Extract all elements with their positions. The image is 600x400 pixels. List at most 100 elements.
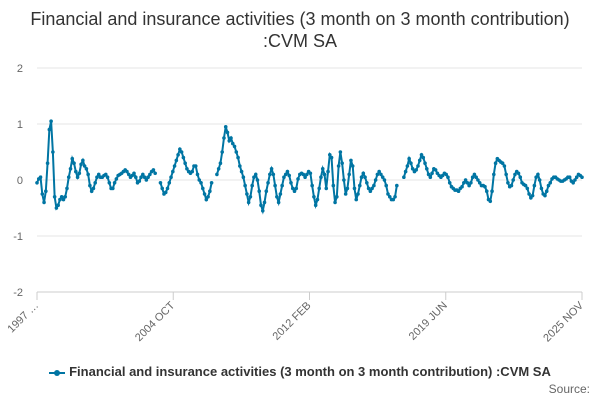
data-point — [144, 178, 149, 182]
data-point — [391, 197, 396, 202]
data-point — [111, 186, 115, 191]
data-point — [356, 192, 360, 196]
data-point — [433, 168, 438, 172]
data-point — [310, 183, 314, 188]
data-point — [500, 161, 505, 165]
data-point — [361, 171, 366, 176]
data-point — [239, 169, 244, 174]
data-point — [463, 178, 468, 182]
y-tick-label: 2 — [17, 63, 23, 75]
data-point — [350, 164, 355, 168]
data-point — [197, 178, 202, 182]
data-point — [141, 172, 145, 177]
data-point — [199, 181, 203, 185]
data-point — [255, 178, 260, 182]
data-point — [269, 167, 274, 171]
data-point — [347, 172, 351, 177]
data-point — [163, 190, 168, 195]
data-point — [77, 171, 82, 176]
data-point — [352, 186, 357, 191]
series-financial-insurance — [35, 119, 584, 215]
data-point — [271, 172, 276, 177]
data-point — [317, 186, 322, 191]
data-point — [35, 181, 39, 185]
data-point — [63, 195, 68, 199]
data-point — [492, 172, 496, 177]
data-point — [93, 181, 97, 185]
data-point — [165, 186, 170, 191]
data-point — [238, 164, 242, 168]
data-point — [79, 162, 83, 167]
data-point — [476, 178, 480, 182]
data-point — [301, 172, 306, 177]
data-point — [380, 175, 385, 179]
data-point — [345, 186, 350, 191]
data-point — [171, 169, 175, 174]
data-point — [567, 175, 572, 179]
data-point — [227, 139, 232, 143]
series-line — [159, 146, 213, 202]
data-point — [370, 186, 374, 191]
data-point — [218, 161, 223, 165]
data-point — [232, 144, 237, 149]
legend[interactable]: Financial and insurance activities (3 mo… — [0, 364, 600, 379]
data-point — [70, 156, 75, 161]
data-point — [88, 183, 92, 188]
data-point — [403, 169, 408, 174]
data-point — [146, 175, 150, 179]
data-point — [96, 172, 101, 177]
data-point — [477, 181, 482, 185]
data-point — [539, 186, 544, 191]
data-point — [447, 181, 452, 185]
data-point — [133, 175, 138, 179]
data-point — [465, 181, 470, 185]
y-tick-label: 1 — [17, 119, 23, 131]
data-point — [342, 178, 346, 182]
data-point — [126, 172, 131, 177]
data-point — [202, 192, 207, 196]
data-point — [241, 175, 246, 179]
data-point — [373, 178, 378, 182]
data-point — [283, 172, 288, 177]
data-point — [105, 175, 110, 179]
data-point — [460, 184, 464, 189]
series-line — [36, 120, 157, 211]
data-point — [81, 158, 85, 163]
data-point — [292, 189, 297, 193]
data-point — [518, 175, 523, 179]
data-point — [446, 175, 450, 179]
data-point — [72, 161, 76, 165]
data-point — [250, 183, 254, 188]
data-point — [178, 147, 182, 151]
data-point — [382, 178, 387, 182]
data-point — [387, 195, 392, 199]
data-point — [504, 172, 508, 177]
source-credit[interactable]: Source: — [548, 382, 590, 396]
data-point — [421, 155, 426, 160]
data-point — [372, 183, 376, 188]
data-point — [511, 178, 516, 182]
data-point — [523, 183, 528, 188]
data-point — [204, 197, 209, 202]
data-point — [47, 127, 52, 132]
data-point — [327, 153, 332, 157]
data-point — [259, 203, 263, 207]
data-point — [266, 181, 270, 185]
series-line — [215, 126, 398, 215]
data-point — [58, 197, 62, 202]
data-point — [405, 164, 410, 168]
x-axis-ticks: 1997 … 2004 OCT 2012 FEB 2019 JUN 2025 NOV — [5, 292, 587, 344]
data-point — [290, 186, 295, 191]
data-point — [502, 164, 507, 168]
x-tick-label: 2019 JUN — [407, 300, 450, 343]
data-point — [195, 172, 200, 177]
x-tick-label: 2004 OCT — [133, 299, 178, 344]
data-point — [386, 192, 390, 196]
data-point — [262, 200, 267, 205]
data-point — [546, 183, 551, 188]
data-point — [45, 161, 50, 165]
data-point — [91, 186, 96, 191]
data-point — [312, 195, 316, 199]
data-point — [536, 172, 540, 177]
data-point — [315, 197, 320, 202]
